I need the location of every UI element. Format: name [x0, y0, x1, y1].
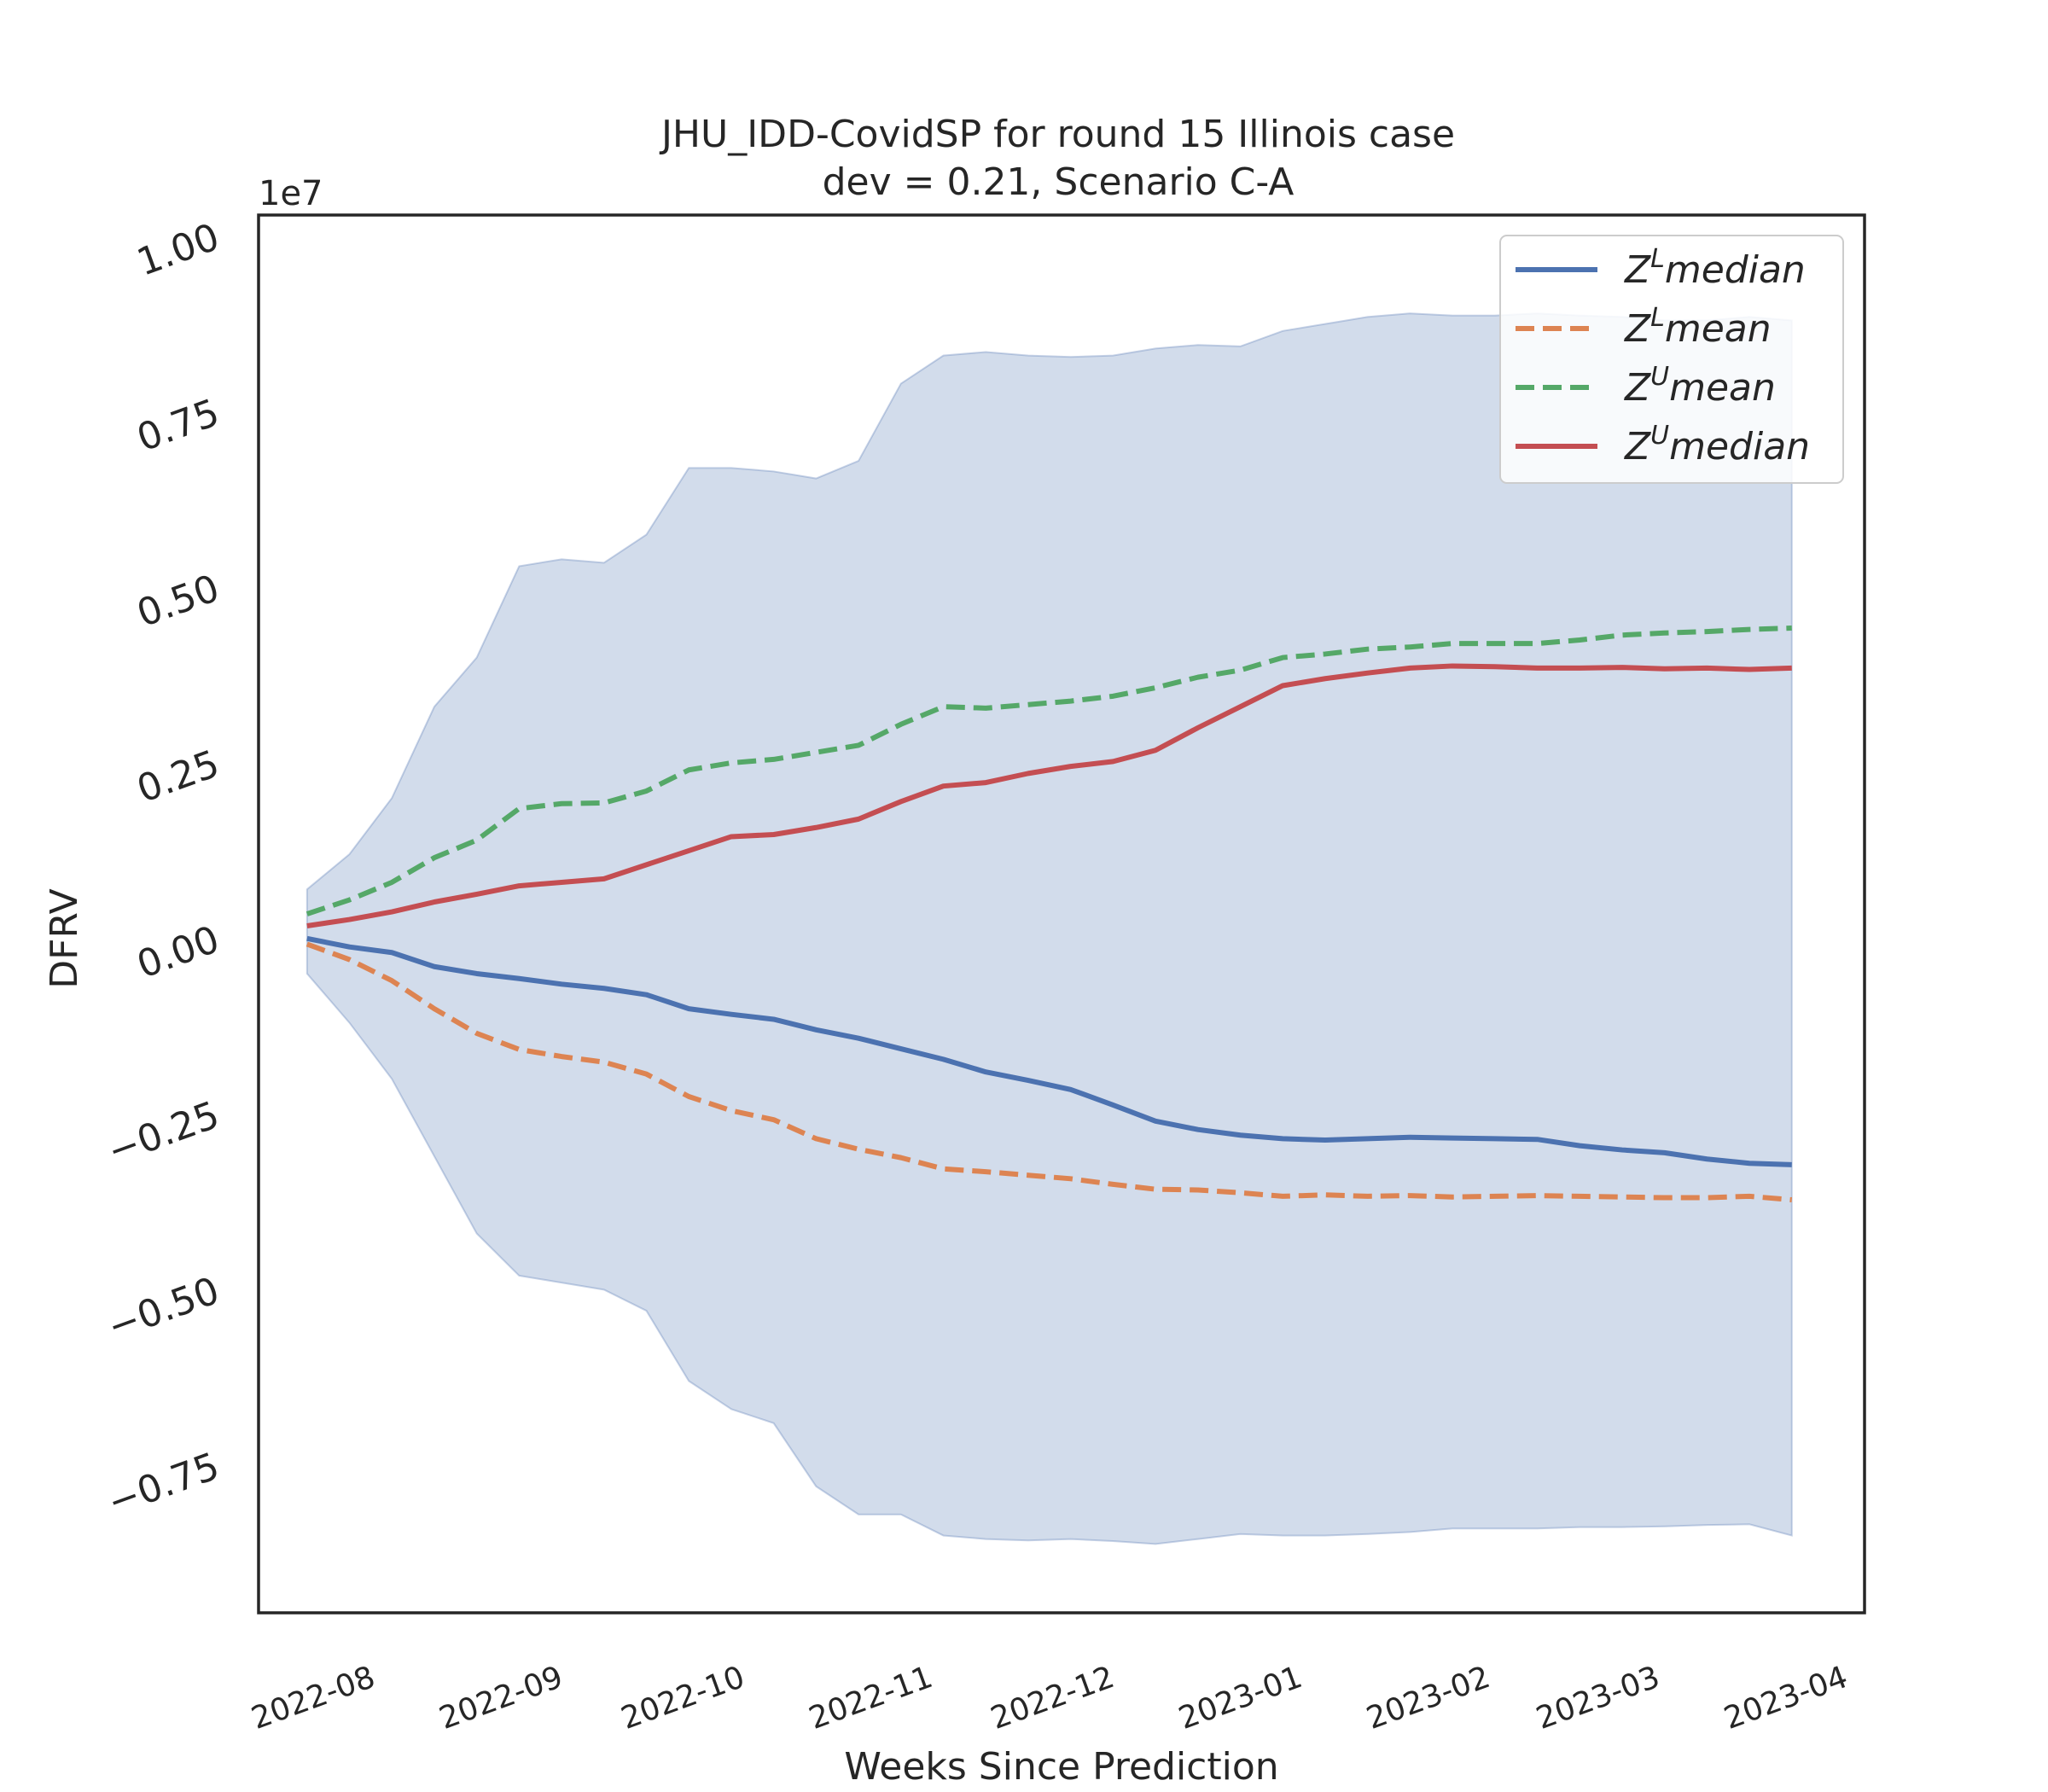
chart-title-line1: JHU_IDD-CovidSP for round 15 Illinois ca…: [659, 113, 1455, 156]
chart-title-line2: dev = 0.21, Scenario C-A: [823, 160, 1295, 204]
y-offset-label: 1e7: [259, 174, 323, 213]
legend-label: ZLmean: [1624, 303, 1772, 351]
legend-label: ZUmean: [1624, 362, 1776, 410]
y-axis-label: DFRV: [43, 888, 86, 988]
x-axis-label: Weeks Since Prediction: [844, 1745, 1278, 1789]
